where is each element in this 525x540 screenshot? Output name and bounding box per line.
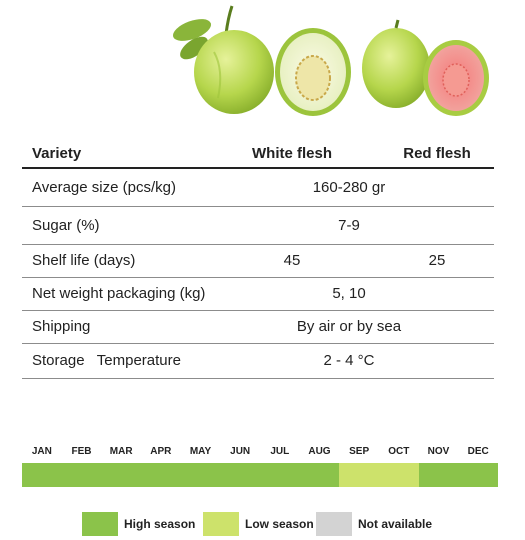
month-label: JAN xyxy=(31,446,52,457)
legend-swatch xyxy=(203,512,239,536)
table-row: Net weight packaging (kg) 5, 10 xyxy=(22,278,494,311)
season-segment-jul xyxy=(260,463,301,487)
season-segment-jan xyxy=(22,463,63,487)
table-header: Variety White flesh Red flesh xyxy=(22,140,494,169)
row-label: Net weight packaging (kg) xyxy=(32,285,206,302)
season-segment-mar xyxy=(101,463,142,487)
season-segment-apr xyxy=(141,463,182,487)
month-label: MAY xyxy=(189,446,212,457)
row-label: Shipping xyxy=(32,318,91,335)
row-label: Storage Temperature xyxy=(32,352,181,369)
legend-swatch xyxy=(82,512,118,536)
row-value-white: 45 xyxy=(283,252,301,269)
month-label: OCT xyxy=(388,446,410,457)
row-label: Shelf life (days) xyxy=(32,252,136,269)
row-value: 2 - 4 °C xyxy=(323,352,375,369)
row-value: 160-280 gr xyxy=(312,179,386,196)
month-label: JUL xyxy=(270,446,290,457)
legend-swatch xyxy=(316,512,352,536)
month-label: NOV xyxy=(427,446,450,457)
row-value: 5, 10 xyxy=(332,285,366,302)
season-segment-nov xyxy=(418,463,459,487)
row-value: By air or by sea xyxy=(296,318,402,335)
header-variety: Variety xyxy=(32,145,82,162)
season-segment-aug xyxy=(299,463,340,487)
table-row: Average size (pcs/kg) 160-280 gr xyxy=(22,169,494,207)
month-label: AUG xyxy=(308,446,331,457)
row-label: Sugar (%) xyxy=(32,217,100,234)
table-row: Sugar (%) 7-9 xyxy=(22,207,494,245)
header-white-flesh: White flesh xyxy=(251,145,333,162)
season-segment-oct xyxy=(379,463,420,487)
season-segment-sep xyxy=(339,463,380,487)
month-label: DEC xyxy=(467,446,489,457)
legend-label: Low season xyxy=(245,517,314,531)
season-segment-may xyxy=(180,463,221,487)
month-label: SEP xyxy=(349,446,370,457)
table-row: Shelf life (days) 45 25 xyxy=(22,245,494,278)
month-label: MAR xyxy=(109,446,133,457)
table-row: Storage Temperature 2 - 4 °C xyxy=(22,344,494,379)
month-label: JUN xyxy=(230,446,251,457)
month-label: FEB xyxy=(71,446,92,457)
row-value: 7-9 xyxy=(338,217,360,234)
season-segment-dec xyxy=(458,463,499,487)
legend-label: Not available xyxy=(358,517,433,531)
month-label: APR xyxy=(150,446,172,457)
row-label: Average size (pcs/kg) xyxy=(32,179,176,196)
table-row: Shipping By air or by sea xyxy=(22,311,494,344)
season-bar xyxy=(22,463,499,487)
spec-table: Variety White flesh Red flesh Average si… xyxy=(22,140,494,379)
season-segment-feb xyxy=(61,463,102,487)
header-red-flesh: Red flesh xyxy=(403,145,471,162)
season-segment-jun xyxy=(220,463,261,487)
month-labels: JAN FEB MAR APR MAY JUN JUL AUG SEP OCT … xyxy=(22,446,498,460)
row-value-red: 25 xyxy=(428,252,446,269)
legend-label: High season xyxy=(124,517,196,531)
guava-illustration xyxy=(172,5,489,116)
